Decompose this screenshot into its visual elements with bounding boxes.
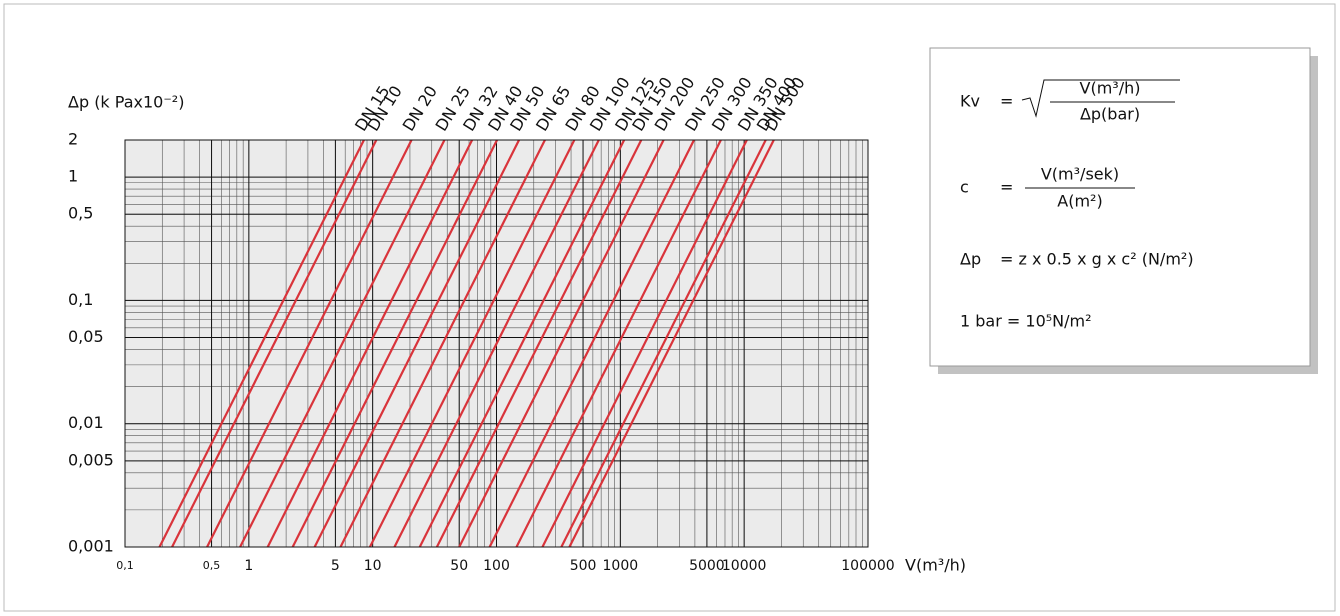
x-tick-label: 0,1	[116, 559, 134, 572]
series-line	[158, 139, 365, 548]
x-tick-label: 5	[331, 558, 340, 574]
formula-symbol: Δp	[960, 250, 981, 269]
formula-denominator: Δp(bar)	[1080, 105, 1140, 124]
plot-frame	[124, 139, 869, 548]
formula-denominator: A(m²)	[1057, 192, 1102, 211]
y-axis-label: Δp (k Pax10⁻²)	[68, 93, 184, 112]
x-tick-label: 1	[244, 558, 253, 574]
formula-eq: =	[1000, 92, 1013, 111]
formula-expression: = z x 0.5 x g x c² (N/m²)	[1000, 250, 1194, 269]
series-line	[266, 139, 474, 548]
formula-bar: 1 bar = 10⁵N/m²	[960, 312, 1092, 331]
series-line	[368, 139, 576, 548]
x-tick-label: 100	[483, 558, 510, 574]
y-tick-label: 2	[68, 130, 78, 149]
series-line	[488, 139, 695, 548]
lines	[158, 139, 775, 548]
formula-symbol: Kv	[960, 92, 980, 111]
series-line	[560, 139, 767, 548]
x-tick-label: 10	[364, 558, 382, 574]
page-frame	[3, 3, 1336, 612]
x-axis-label: V(m³/h)	[905, 556, 966, 575]
formula-eq: =	[1000, 178, 1013, 197]
series-line	[515, 139, 722, 548]
series-line	[435, 139, 643, 548]
y-tick-label: 0,005	[68, 450, 114, 469]
grid	[124, 139, 869, 548]
x-tick-label: 10000	[722, 558, 767, 574]
x-tick-label: 500	[570, 558, 597, 574]
sqrt-sign	[1021, 79, 1180, 118]
series-line	[541, 139, 748, 548]
series-line	[418, 139, 626, 548]
series-line	[206, 139, 413, 548]
formula-symbol: c	[960, 178, 969, 197]
series-line	[339, 139, 546, 548]
y-tick-label: 0,01	[68, 413, 104, 432]
series-line	[568, 139, 775, 548]
series-line	[393, 139, 600, 548]
y-tick-label: 0,1	[68, 290, 93, 309]
x-tick-label: 5000	[689, 558, 725, 574]
y-tick-label: 0,5	[68, 204, 93, 223]
series-line	[171, 139, 378, 548]
series-line	[291, 139, 499, 548]
series-line	[458, 139, 665, 548]
series-line	[239, 139, 446, 548]
y-tick-label: 0,05	[68, 327, 104, 346]
x-tick-label: 1000	[603, 558, 639, 574]
x-tick-label: 0,5	[203, 559, 221, 572]
x-tick-label: 100000	[841, 558, 894, 574]
x-tick-label: 50	[450, 558, 468, 574]
y-tick-label: 1	[68, 167, 78, 186]
formula-numerator: V(m³/sek)	[1041, 165, 1119, 184]
formula-box	[929, 47, 1311, 367]
formula-numerator: V(m³/h)	[1080, 79, 1141, 98]
series-line	[313, 139, 521, 548]
y-tick-label: 0,001	[68, 537, 114, 556]
